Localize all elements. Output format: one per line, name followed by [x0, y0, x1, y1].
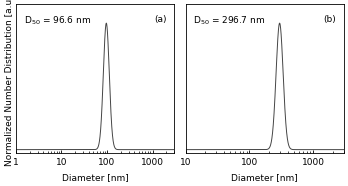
Text: (b): (b) [323, 15, 336, 24]
Text: D$_{50}$ = 296.7 nm: D$_{50}$ = 296.7 nm [193, 15, 266, 27]
Text: (a): (a) [154, 15, 166, 24]
Y-axis label: Normalized Number Distribution [a.u.]: Normalized Number Distribution [a.u.] [4, 0, 13, 166]
X-axis label: Diameter [nm]: Diameter [nm] [231, 173, 298, 182]
X-axis label: Diameter [nm]: Diameter [nm] [62, 173, 128, 182]
Text: D$_{50}$ = 96.6 nm: D$_{50}$ = 96.6 nm [24, 15, 91, 27]
